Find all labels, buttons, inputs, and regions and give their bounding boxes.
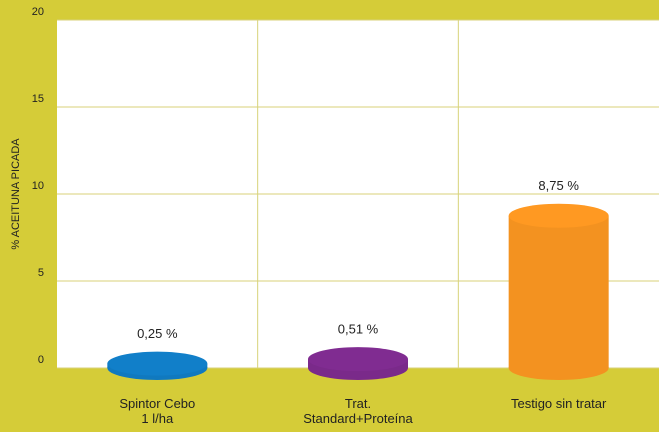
y-axis-label: % ACEITUNA PICADA [10, 138, 22, 250]
value-label: 0,25 % [137, 326, 178, 341]
y-tick-label: 15 [32, 93, 44, 105]
y-tick-label: 20 [32, 6, 44, 18]
value-label: 8,75 % [538, 178, 579, 193]
bar-top [308, 347, 408, 372]
y-tick-label: 0 [38, 354, 44, 366]
y-tick-label: 5 [38, 267, 44, 279]
value-label: 0,51 % [338, 322, 379, 337]
bar-top [107, 351, 208, 376]
x-tick-label: Spintor Cebo 1 l/ha [119, 396, 196, 426]
bar-top [508, 203, 609, 228]
y-tick-label: 10 [32, 180, 44, 192]
x-tick-label: Trat. Standard+Proteína [303, 396, 413, 426]
bar [508, 215, 609, 368]
x-tick-label: Testigo sin tratar [510, 396, 607, 411]
